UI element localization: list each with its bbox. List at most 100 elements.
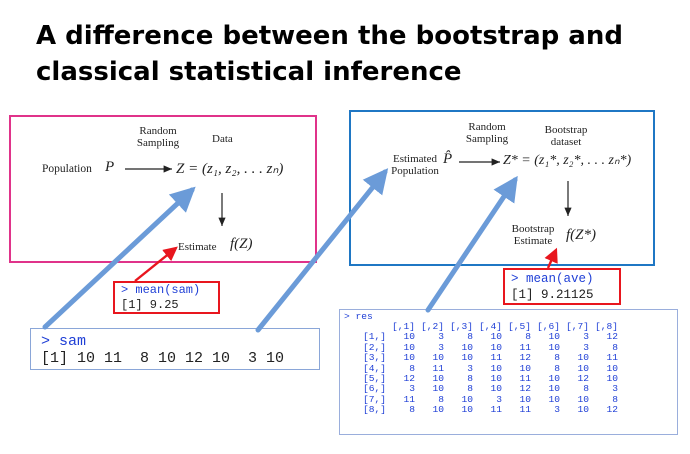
res-col-header: [,1] [391,321,415,332]
classical-random-sampling-label: Random Sampling [136,125,180,149]
res-row-label: [5,] [362,373,386,385]
res-col-header: [,7] [565,321,589,332]
res-cell: 10 [548,341,560,353]
res-row: [4,] 8 11 3 10 10 8 10 10 [344,362,618,374]
res-cell: 10 [490,341,502,353]
res-cell: 10 [548,373,560,385]
res-cell: 8 [583,383,589,395]
res-cell: 10 [432,383,444,395]
res-cell: 3 [554,404,560,416]
bootstrap-estimate-formula: f(Z*) [566,227,596,243]
res-cell: 11 [519,341,531,353]
res-row: [1,] 10 3 8 10 8 10 3 12 [344,331,618,343]
res-cell: 8 [409,362,415,374]
res-cell: 8 [467,373,473,385]
res-cell: 10 [577,352,589,364]
res-cell: 11 [403,393,415,405]
res-cell: 10 [403,341,415,353]
res-cell: 12 [606,404,618,416]
res-cell: 10 [548,393,560,405]
res-cell: 10 [490,373,502,385]
bootstrap-random-sampling-label: Random Sampling [465,121,509,145]
res-cell: 10 [461,393,473,405]
mean-ave-console: > mean(ave) [1] 9.21125 [503,268,621,305]
mean-sam-command: > mean(sam) [121,283,201,297]
res-cell: 10 [519,362,531,374]
res-col-header: [,8] [594,321,618,332]
res-row: [8,] 8 10 10 11 11 3 10 12 [344,404,618,416]
bootstrap-dataset-label: Bootstrap dataset [544,124,588,148]
classical-data-label: Data [212,133,233,145]
classical-population-label: Population [42,163,92,175]
res-cell: 10 [548,383,560,395]
res-console: > res [,1] [,2] [,3] [,4] [,5] [,6] [,7]… [339,309,678,435]
res-cell: 8 [409,404,415,416]
res-cell: 8 [554,362,560,374]
res-cell: 11 [519,373,531,385]
bootstrap-estimate-label: Bootstrap Estimate [511,223,555,247]
res-cell: 11 [432,362,444,374]
res-row-label: [3,] [362,352,386,364]
res-cell: 10 [490,331,502,343]
res-cell: 12 [519,383,531,395]
bootstrap-phat-symbol: P̂ [443,151,453,167]
res-row-label: [2,] [362,341,386,353]
res-row-label: [7,] [362,393,386,405]
res-cell: 8 [612,393,618,405]
slide-title: A difference between the bootstrap and c… [36,21,623,87]
res-col-header: [,2] [420,321,444,332]
res-row: [5,] 12 10 8 10 11 10 12 10 [344,373,618,385]
res-header-row: [,1] [,2] [,3] [,4] [,5] [,6] [,7] [,8] [344,321,618,332]
res-cell: 3 [438,341,444,353]
res-cell: 11 [490,404,502,416]
res-cell: 10 [432,373,444,385]
res-cell: 10 [461,352,473,364]
res-cell: 12 [577,373,589,385]
res-cell: 8 [612,341,618,353]
res-col-header: [,3] [449,321,473,332]
res-cell: 10 [461,341,473,353]
res-cell: 10 [461,404,473,416]
res-cell: 10 [403,331,415,343]
res-cell: 8 [467,383,473,395]
res-cell: 3 [496,393,502,405]
res-row-label: [4,] [362,362,386,374]
mean-ave-command: > mean(ave) [511,272,594,286]
classical-estimate-formula: f(Z) [230,236,253,252]
res-col-header: [,6] [536,321,560,332]
bootstrap-zstar-equation: Z* = (z₁*, z₂*, . . . zₙ*) [503,153,632,168]
res-cell: 10 [548,331,560,343]
res-cell: 10 [432,404,444,416]
res-cell: 12 [519,352,531,364]
res-cell: 3 [612,383,618,395]
mean-ave-output: [1] 9.21125 [511,288,594,302]
res-cell: 11 [606,352,618,364]
sam-command: > sam [41,333,87,350]
res-cell: 10 [606,362,618,374]
res-cell: 10 [490,362,502,374]
res-cell: 10 [606,373,618,385]
res-cell: 3 [583,341,589,353]
res-cell: 10 [490,383,502,395]
mean-sam-output: [1] 9.25 [121,298,179,312]
classical-population-symbol: P [105,159,115,175]
res-row: [3,] 10 10 10 11 12 8 10 11 [344,352,618,364]
res-col-header: [,5] [507,321,531,332]
res-col-header: [,4] [478,321,502,332]
res-cell: 8 [554,352,560,364]
res-matrix: [,1] [,2] [,3] [,4] [,5] [,6] [,7] [,8] … [344,321,618,416]
res-cell: 10 [577,362,589,374]
res-cell: 12 [403,373,415,385]
res-cell: 8 [467,331,473,343]
classical-estimate-label: Estimate [178,241,217,253]
res-cell: 3 [467,362,473,374]
res-row: [7,] 11 8 10 3 10 10 10 8 [344,393,618,405]
res-cell: 12 [606,331,618,343]
res-cell: 3 [409,383,415,395]
estimated-population-label: Estimated Population [391,153,439,177]
res-cell: 10 [577,404,589,416]
res-row: [6,] 3 10 8 10 12 10 8 3 [344,383,618,395]
mean-sam-console: > mean(sam) [1] 9.25 [113,281,220,314]
res-row-label: [1,] [362,331,386,343]
sam-output: [1] 10 11 8 10 12 10 3 10 [41,350,285,367]
